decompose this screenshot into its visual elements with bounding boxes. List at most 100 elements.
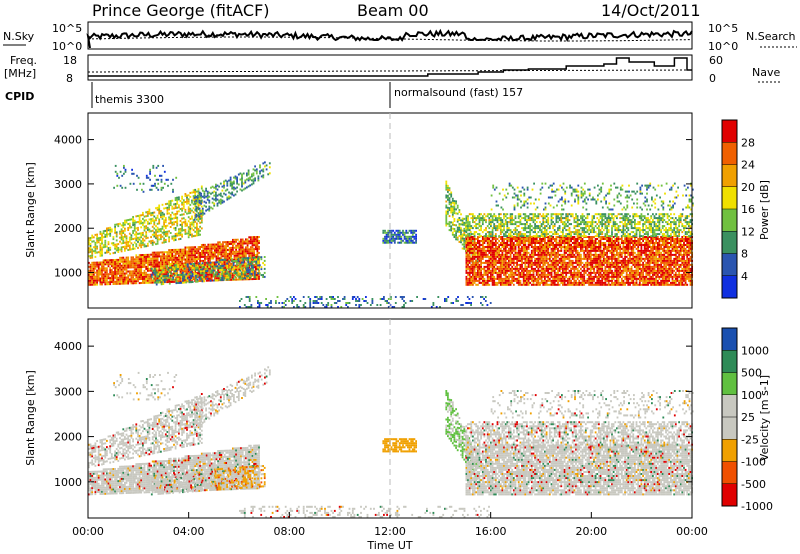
heatmap-cell xyxy=(498,271,500,274)
heatmap-cell xyxy=(173,227,175,230)
heatmap-cell xyxy=(553,253,556,256)
heatmap-cell xyxy=(473,242,476,244)
heatmap-cell xyxy=(146,220,149,223)
heatmap-cell xyxy=(524,265,527,268)
heatmap-cell xyxy=(565,240,568,242)
heatmap-cell xyxy=(225,249,228,252)
heatmap-cell xyxy=(164,276,166,279)
heatmap-cell xyxy=(506,249,509,252)
heatmap-cell xyxy=(254,179,256,182)
heatmap-cell xyxy=(389,229,391,232)
heatmap-cell xyxy=(530,273,533,276)
heatmap-cell xyxy=(200,215,203,218)
heatmap-cell xyxy=(207,259,210,262)
heatmap-cell xyxy=(540,281,543,284)
heatmap-cell xyxy=(199,258,201,260)
heatmap-cell xyxy=(455,224,457,227)
heatmap-cell xyxy=(106,249,108,252)
heatmap-cell xyxy=(472,253,474,256)
heatmap-cell xyxy=(168,264,171,267)
heatmap-cell xyxy=(110,271,113,274)
heatmap-cell xyxy=(145,277,148,280)
heatmap-cell xyxy=(539,246,541,248)
heatmap-cell xyxy=(516,253,518,256)
heatmap-cell xyxy=(115,270,118,273)
heatmap-cell xyxy=(229,176,232,179)
heatmap-cell xyxy=(175,282,178,285)
heatmap-cell xyxy=(448,221,451,224)
freq-unit-label: [MHz] xyxy=(4,67,36,80)
heatmap-cell xyxy=(463,247,466,250)
heatmap-cell xyxy=(186,194,188,197)
heatmap-cell xyxy=(236,271,238,274)
heatmap-cell xyxy=(481,273,484,276)
heatmap-cell xyxy=(465,251,468,254)
heatmap-cell xyxy=(112,281,115,283)
heatmap-cell xyxy=(516,269,518,272)
heatmap-cell xyxy=(119,270,121,273)
heatmap-cell xyxy=(161,235,164,238)
heatmap-cell xyxy=(135,221,138,224)
heatmap-cell xyxy=(512,283,515,286)
heatmap-cell xyxy=(529,265,532,268)
heatmap-cell xyxy=(178,206,180,209)
heatmap-cell xyxy=(468,273,471,276)
heatmap-cell xyxy=(89,283,92,286)
heatmap-cell xyxy=(146,263,149,266)
heatmap-cell xyxy=(467,283,469,286)
heatmap-cell xyxy=(267,173,270,176)
heatmap-cell xyxy=(130,260,133,263)
heatmap-cell xyxy=(169,232,172,234)
heatmap-cell xyxy=(573,273,576,276)
heatmap-cell xyxy=(162,279,165,282)
heatmap-cell xyxy=(235,268,237,271)
heatmap-cell xyxy=(156,206,159,209)
heatmap-cell xyxy=(393,241,396,244)
heatmap-cell xyxy=(119,184,122,187)
heatmap-cell xyxy=(247,257,250,260)
heatmap-cell xyxy=(478,263,481,266)
heatmap-cell xyxy=(524,240,527,242)
heatmap-cell xyxy=(268,162,271,165)
heatmap-cell xyxy=(107,277,110,280)
heatmap-cell xyxy=(148,228,151,231)
heatmap-cell xyxy=(89,250,92,253)
heatmap-cell xyxy=(535,246,538,248)
heatmap-cell xyxy=(206,262,209,264)
heatmap-cell xyxy=(160,267,163,270)
heatmap-cell xyxy=(193,262,196,265)
heatmap-cell xyxy=(511,269,514,272)
heatmap-cell xyxy=(203,212,206,215)
heatmap-cell xyxy=(384,237,386,240)
heatmap-cell xyxy=(182,213,185,216)
heatmap-cell xyxy=(150,242,152,245)
heatmap-cell xyxy=(88,241,90,244)
heatmap-cell xyxy=(112,271,115,273)
heatmap-cell xyxy=(224,189,227,192)
heatmap-cell xyxy=(235,240,237,243)
heatmap-cell xyxy=(138,278,141,281)
heatmap-cell xyxy=(498,281,500,284)
heatmap-cell xyxy=(114,223,116,226)
heatmap-cell xyxy=(179,231,182,234)
heatmap-cell xyxy=(232,276,234,279)
heatmap-cell xyxy=(532,249,535,252)
heatmap-cell xyxy=(558,283,561,286)
heatmap-cell xyxy=(451,215,454,218)
heatmap-cell xyxy=(566,271,569,274)
heatmap-cell xyxy=(192,197,195,200)
heatmap-cell xyxy=(461,221,464,224)
heatmap-cell xyxy=(259,170,261,173)
heatmap-cell xyxy=(398,231,401,234)
heatmap-cell xyxy=(137,272,139,275)
heatmap-cell xyxy=(161,265,164,268)
heatmap-cell xyxy=(503,238,505,240)
heatmap-cell xyxy=(581,261,584,264)
heatmap-cell xyxy=(453,236,456,238)
heatmap-cell xyxy=(148,279,151,282)
heatmap-cell xyxy=(519,255,522,258)
heatmap-cell xyxy=(491,257,494,260)
heatmap-cell xyxy=(125,260,128,263)
heatmap-cell xyxy=(583,246,586,248)
heatmap-cell xyxy=(483,269,486,272)
